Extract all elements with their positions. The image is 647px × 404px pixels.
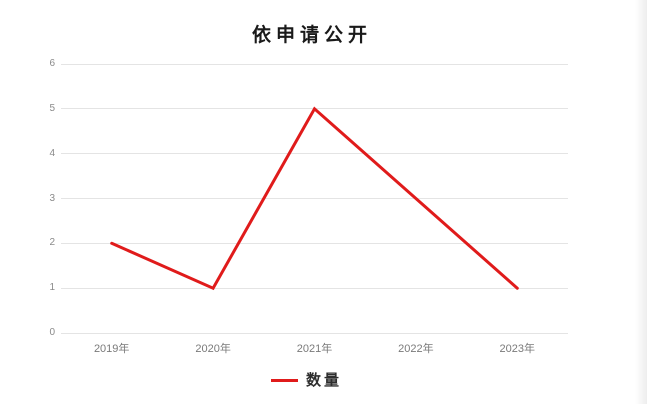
y-tick-label: 0 xyxy=(49,327,55,338)
y-tick-label: 4 xyxy=(49,147,55,159)
data-line xyxy=(110,106,519,291)
y-tick-label: 2 xyxy=(49,237,55,249)
gridline xyxy=(61,63,568,65)
gridline xyxy=(61,198,568,199)
y-tick-label: 3 xyxy=(49,192,55,204)
gridline xyxy=(61,242,568,244)
right-edge-shadow xyxy=(635,0,647,404)
legend-line-swatch xyxy=(270,378,298,382)
x-tick-label: 2022年 xyxy=(398,343,434,355)
legend-label: 数量 xyxy=(305,371,342,389)
gridline xyxy=(61,287,568,289)
legend: 数量 xyxy=(0,370,613,390)
gridline xyxy=(61,153,568,155)
line-series-svg xyxy=(110,106,519,291)
y-tick-label: 5 xyxy=(49,102,55,114)
y-tick-label: 1 xyxy=(49,282,55,294)
x-tick-label: 2020年 xyxy=(195,343,231,355)
y-tick-label: 6 xyxy=(49,58,55,69)
x-tick-label: 2023年 xyxy=(499,343,536,355)
x-tick-label: 2021年 xyxy=(296,343,333,355)
x-tick-label: 2019年 xyxy=(93,343,130,355)
gridline xyxy=(61,332,568,334)
plot-area xyxy=(61,63,568,334)
chart-title: 依申请公开 xyxy=(251,24,372,46)
